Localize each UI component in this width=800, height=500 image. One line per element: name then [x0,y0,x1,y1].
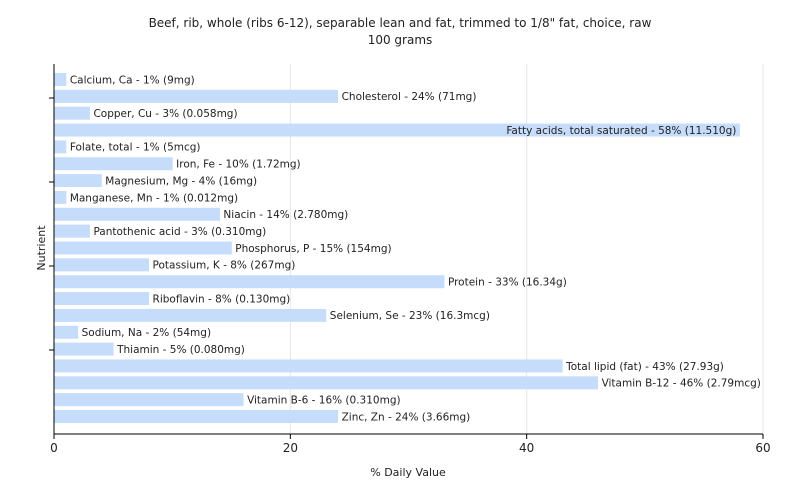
bar-label: Thiamin - 5% (0.080mg) [116,344,245,356]
bar-label: Magnesium, Mg - 4% (16mg) [105,175,257,187]
bar-label: Riboflavin - 8% (0.130mg) [153,293,291,305]
bar [54,207,220,221]
bar [54,190,67,204]
bar [54,308,327,322]
bar [54,140,67,154]
bar [54,123,740,137]
bars-group: Calcium, Ca - 1% (9mg) Cholesterol - 24% … [54,73,761,423]
bar-label: Phosphorus, P - 15% (154mg) [235,243,391,255]
chart-subtitle: 100 grams [368,33,433,47]
bar-label: Pantothenic acid - 3% (0.310mg) [93,226,266,238]
y-axis-title: Nutrient [35,225,48,271]
bar-label: Cholesterol - 24% (71mg) [342,91,477,103]
bar-label: Copper, Cu - 3% (0.058mg) [93,108,237,120]
bar [54,157,173,171]
bar [54,292,150,306]
x-tick-label-3: 60 [755,441,770,455]
x-tick-label-2: 40 [519,441,534,455]
bar [54,73,67,86]
bar [54,258,150,272]
bar [54,376,599,390]
bar [54,174,102,188]
bar-label: Niacin - 14% (2.780mg) [223,209,348,221]
bar-label: Protein - 33% (16.34g) [448,277,567,289]
bar-label: Vitamin B-6 - 16% (0.310mg) [247,394,401,406]
x-axis-title: % Daily Value [370,466,446,479]
x-tick-label-0: 0 [50,441,58,455]
bar-label: Sodium, Na - 2% (54mg) [82,327,211,339]
bar [54,325,79,339]
bar [54,241,232,255]
bar-label: Vitamin B-12 - 46% (2.79mcg) [602,378,761,390]
bar-label: Manganese, Mn - 1% (0.012mg) [70,192,238,204]
bar [54,89,339,103]
bar-label: Folate, total - 1% (5mcg) [70,142,201,154]
bar-label: Zinc, Zn - 24% (3.66mg) [342,411,471,423]
bar [54,275,445,289]
bar [54,393,244,407]
x-tick-label-1: 20 [283,441,298,455]
bar [54,410,339,423]
bar-label: Total lipid (fat) - 43% (27.93g) [565,361,724,373]
bar-label: Calcium, Ca - 1% (9mg) [70,74,195,86]
bar [54,106,90,120]
axes-group: 0 20 40 60 [49,64,771,455]
chart-title: Beef, rib, whole (ribs 6-12), separable … [149,16,652,30]
bar-label: Fatty acids, total saturated - 58% (11.5… [506,125,736,137]
bar [54,342,114,356]
bar [54,359,563,373]
bar-label: Selenium, Se - 23% (16.3mcg) [330,310,490,322]
bar-label: Potassium, K - 8% (267mg) [153,260,296,272]
bar [54,224,90,238]
bar-label: Iron, Fe - 10% (1.72mg) [176,159,300,171]
